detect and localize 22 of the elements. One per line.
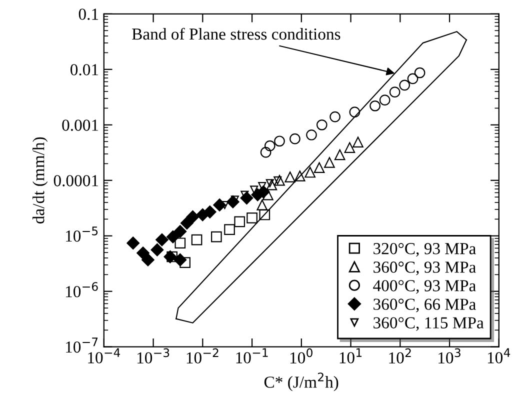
- x-tick-label: 10$^{−3}$: [138, 348, 170, 364]
- legend-label: 360°C, 93 MPa: [374, 262, 476, 276]
- y-tick-label: 10$^{−6}$: [66, 282, 98, 298]
- y-tick-label: 0.001: [62, 120, 98, 131]
- x-tick-label: 10$^{2}$: [389, 348, 411, 364]
- legend-label: 400°C, 93 MPa: [373, 280, 476, 294]
- x-tick-label: 10$^{0}$: [290, 348, 312, 364]
- y-axis-title: da/dt (mm/h): [32, 137, 48, 224]
- x-tick-label: 10$^{−2}$: [186, 348, 218, 364]
- y-tick-label: 0.0001: [54, 175, 98, 186]
- legend-label: 320°C, 93 MPa: [374, 243, 476, 257]
- x-tick-label: 10$^{−1}$: [236, 348, 268, 364]
- x-axis-title: C* (J/m$^{2}$h): [264, 372, 338, 392]
- y-tick-label: 0.1: [78, 8, 98, 20]
- legend-label: 360°C, 66 MPa: [374, 298, 476, 312]
- y-tick-label: 10$^{−5}$: [66, 226, 98, 242]
- legend-label: 360°C, 115 MPa: [374, 317, 484, 331]
- x-tick-label: 10$^{1}$: [340, 348, 362, 364]
- x-tick-label: 10$^{3}$: [438, 348, 460, 364]
- x-tick-label: 10$^{4}$: [488, 348, 510, 364]
- annotation: Band of Plane stress conditions: [132, 28, 340, 40]
- y-tick-label: 0.01: [70, 64, 98, 76]
